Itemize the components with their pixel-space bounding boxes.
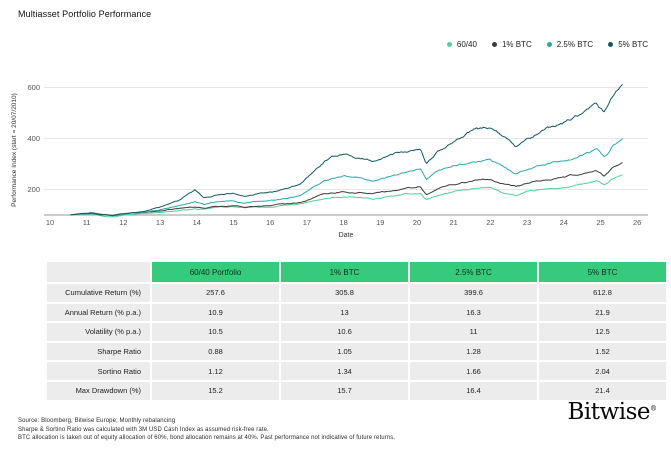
performance-line-chart: 200 400 600 10 11 12 13 14 15 16 17 18 19 20 21 22 23 24 2… [11,83,648,239]
table-value-cell: 21.9 [539,303,666,322]
x-tick-label: 18 [339,218,347,227]
table-value-cell: 12.5 [539,323,666,341]
legend-item-5-btc: 5% BTC [608,40,648,49]
legend-dot-icon [446,42,452,47]
legend-label: 5% BTC [618,40,648,49]
table-value-cell: 21.4 [539,381,666,400]
x-tick-label: 10 [46,218,54,227]
table-value-cell: 1.34 [281,362,408,380]
table-row-label: Max Drawdown (%) [47,381,150,400]
legend-item-2-5-btc: 2.5% BTC [546,40,594,49]
table-value-cell: 257.6 [152,284,279,302]
x-tick-label: 16 [266,218,274,227]
y-tick-label: 600 [27,83,40,92]
series-path-2-5-btc [70,138,623,216]
table-header-blank [47,262,150,282]
x-tick-label: 20 [413,218,421,227]
table-header-cell: 1% BTC [281,262,408,282]
footnote-line: BTC allocation is taken out of equity al… [18,435,396,442]
footnote-line: Sharpe & Sortino Ratio was calculated wi… [18,426,269,433]
table-value-cell: 16.4 [410,381,537,400]
table-value-cell: 612.8 [539,284,666,302]
x-tick-label: 25 [596,218,604,227]
logo-text: Bitwise [567,399,651,425]
series-path-60-40 [70,174,623,218]
table-value-cell: 1.66 [410,362,537,380]
table-row-label: Volatility (% p.a.) [47,323,150,341]
table-row-label: Sharpe Ratio [47,342,150,361]
x-tick-label: 15 [229,218,237,227]
table-value-cell: 1.52 [539,342,666,361]
legend-label: 1% BTC [501,40,532,49]
chart-legend: 60/40 1% BTC 2.5% BTC 5% BTC [446,40,648,49]
table-value-cell: 15.7 [281,381,408,400]
legend-item-60-40: 60/40 [446,40,477,49]
x-tick-label: 24 [560,218,568,227]
legend-label: 60/40 [456,40,477,49]
page-title: Multiasset Portfolio Performance [18,9,152,19]
table-value-cell: 1.12 [152,362,279,380]
x-tick-label: 12 [119,218,127,227]
y-axis-title: Performance Index (start = 20/07/2010) [11,93,18,207]
table-value-cell: 13 [281,303,408,322]
x-tick-label: 11 [83,218,91,227]
legend-item-1-btc: 1% BTC [491,40,532,49]
x-tick-label: 23 [523,218,531,227]
series-path-1-btc [70,162,623,217]
x-tick-label: 13 [156,218,164,227]
table-row-label: Annual Return (% p.a.) [47,303,150,322]
bitwise-logo: Bitwise® [568,399,657,425]
legend-label: 2.5% BTC [556,40,594,49]
table-value-cell: 15.2 [152,381,279,400]
x-tick-label: 26 [633,218,641,227]
x-tick-label: 22 [486,218,494,227]
y-tick-label: 400 [27,134,40,143]
table-header-cell: 2.5% BTC [410,262,537,282]
performance-table: 60/40 Portfolio 1% BTC 2.5% BTC 5% BTC Cumul… [47,262,666,400]
table-value-cell: 11 [410,323,537,341]
series-path-5-btc [70,83,623,216]
table-value-cell: 1.05 [281,342,408,361]
table-value-cell: 399.6 [410,284,537,302]
table-value-cell: 10.5 [152,323,279,341]
table-value-cell: 1.28 [410,342,537,361]
table-value-cell: 10.9 [152,303,279,322]
x-tick-label: 14 [193,218,201,227]
y-tick-label: 200 [27,185,40,194]
x-axis-title: Date [339,232,354,239]
table-row-label: Sortino Ratio [47,362,150,380]
legend-dot-icon [608,42,614,47]
registered-mark-icon: ® [650,404,657,413]
legend-dot-icon [491,42,497,47]
table-value-cell: 305.8 [281,284,408,302]
table-header-cell: 60/40 Portfolio [152,262,279,282]
footnote-line: Source: Bloomberg, Bitwise Europe; Month… [18,418,176,424]
source-footnotes: Source: Bloomberg, Bitwise Europe; Month… [18,417,395,443]
table-value-cell: 10.6 [281,323,408,341]
x-tick-label: 17 [303,218,311,227]
legend-dot-icon [546,42,552,47]
x-tick-label: 19 [376,218,384,227]
table-value-cell: 16.3 [410,303,537,322]
table-header-cell: 5% BTC [539,262,666,282]
table-value-cell: 0.88 [152,342,279,361]
table-value-cell: 2.04 [539,362,666,380]
x-tick-label: 21 [450,218,458,227]
table-row-label: Cumulative Return (%) [47,284,150,302]
